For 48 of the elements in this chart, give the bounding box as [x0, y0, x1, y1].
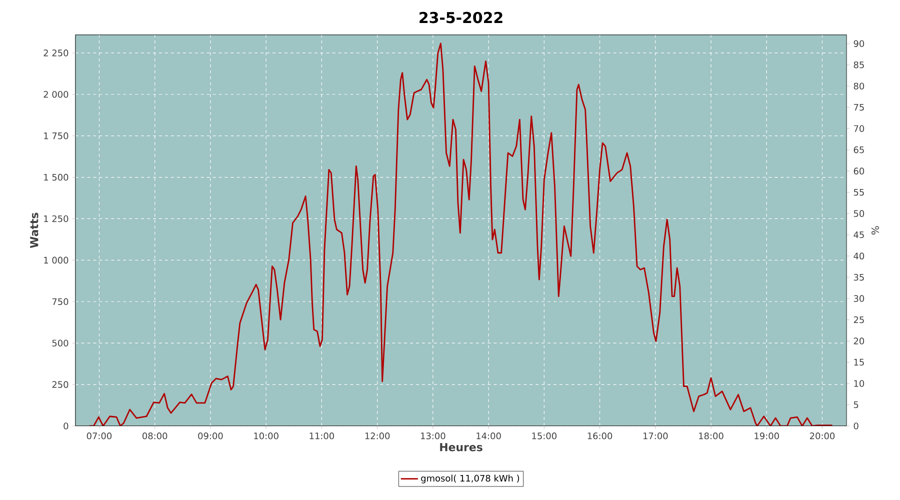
y-tick-label: 1 250	[44, 215, 68, 222]
x-axis-title: Heures	[440, 443, 482, 452]
y2-tick-label: 55	[854, 188, 864, 196]
y2-tick-label: 20	[854, 338, 864, 344]
y2-tick-label: 25	[854, 316, 864, 324]
x-tick-label: 14:00	[476, 432, 501, 440]
y-tick-label: 2 250	[44, 50, 68, 56]
y2-tick-label: 35	[854, 274, 864, 281]
y-tick-label: 2 000	[44, 90, 68, 98]
y2-tick-label: 45	[854, 231, 864, 238]
x-tick-label: 12:00	[365, 432, 390, 440]
y2-tick-label: 80	[854, 82, 864, 90]
y-axis-title: Watts	[30, 212, 38, 248]
y2-tick-label: 90	[854, 40, 864, 47]
y2-tick-label: 30	[854, 295, 864, 302]
x-tick-label: 15:00	[532, 432, 556, 440]
y2-tick-label: 15	[854, 358, 864, 366]
x-tick-label: 13:00	[420, 432, 446, 440]
y2-tick-label: 70	[854, 125, 864, 132]
x-tick-label: 11:00	[310, 432, 334, 440]
x-tick-label: 17:00	[643, 432, 668, 440]
x-tick-label: 20:00	[810, 432, 835, 440]
y2-tick-label: 40	[854, 252, 864, 260]
x-tick-label: 16:00	[588, 432, 612, 440]
y-tick-label: 0	[64, 422, 68, 430]
y2-tick-label: 5	[854, 401, 858, 408]
legend-label: gmosol( 11,078 kWh )	[421, 474, 520, 484]
x-tick-label: 08:00	[142, 432, 168, 440]
y-tick-label: 1 000	[44, 256, 68, 264]
x-tick-label: 10:00	[254, 432, 278, 440]
x-tick-label: 09:00	[198, 432, 223, 440]
y-tick-label: 1 750	[44, 132, 68, 140]
chart-title: 23-5-2022	[420, 12, 502, 24]
y-tick-label: 750	[52, 298, 68, 306]
y2-tick-label: 10	[854, 380, 864, 387]
y-tick-label: 250	[52, 381, 68, 388]
y2-tick-label: 65	[854, 146, 864, 154]
y2-tick-label: 60	[854, 168, 864, 174]
y-tick-label: 500	[52, 340, 68, 346]
x-tick-label: 07:00	[86, 432, 112, 440]
x-tick-label: 18:00	[699, 432, 724, 440]
y2-tick-label: 75	[854, 104, 864, 111]
y2-tick-label: 50	[854, 210, 864, 217]
y-tick-label: 1 500	[44, 174, 68, 181]
y2-axis-title: %	[871, 226, 880, 235]
y2-tick-label: 0	[854, 422, 858, 430]
y2-tick-label: 85	[854, 61, 864, 68]
x-tick-label: 19:00	[754, 432, 779, 440]
